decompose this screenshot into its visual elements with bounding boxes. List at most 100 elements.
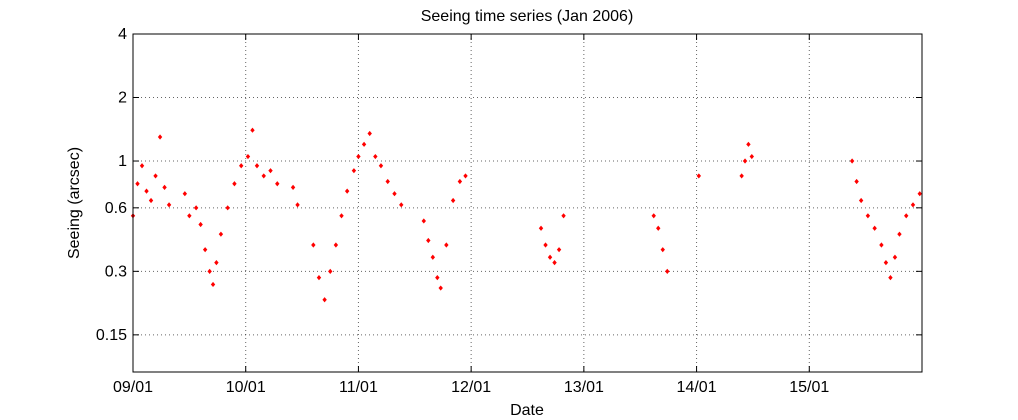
data-point [746, 141, 751, 147]
data-point [392, 191, 397, 197]
data-point [917, 191, 922, 197]
data-point [865, 213, 871, 219]
data-point [378, 163, 384, 169]
data-point [214, 260, 219, 266]
data-point [322, 297, 327, 303]
y-tick-label: 0.3 [105, 263, 127, 280]
data-point [157, 134, 163, 140]
data-point [290, 184, 296, 190]
data-point [854, 178, 859, 185]
data-point [430, 254, 436, 260]
data-point [268, 168, 273, 174]
data-point [328, 268, 333, 274]
data-point [660, 247, 665, 253]
data-point [153, 173, 158, 179]
data-point [651, 213, 656, 219]
data-point [218, 231, 224, 237]
data-point [888, 275, 893, 281]
data-point [361, 141, 367, 147]
y-tick-label: 2 [118, 90, 127, 107]
data-point [556, 247, 562, 253]
data-point [892, 254, 898, 260]
data-points [130, 127, 922, 303]
data-point [356, 153, 361, 160]
data-point [742, 158, 748, 164]
data-point [538, 225, 544, 231]
data-point [849, 158, 855, 164]
data-point [232, 181, 237, 187]
data-point [202, 247, 208, 253]
data-point [187, 213, 192, 219]
data-point [421, 218, 427, 224]
y-tick-label: 1 [118, 153, 127, 170]
data-point [547, 254, 553, 260]
data-point [450, 197, 456, 204]
data-point [333, 242, 339, 248]
data-point [399, 202, 404, 208]
y-axis-ticks: 0.15 0.3 0.6 1 2 4 [96, 26, 922, 344]
data-point [904, 213, 909, 219]
x-tick-label: 12/01 [451, 379, 491, 396]
data-point [182, 191, 188, 197]
data-point [910, 202, 916, 208]
grid-lines [133, 34, 922, 372]
data-point [426, 237, 431, 244]
data-point [463, 173, 468, 179]
x-tick-label: 13/01 [564, 379, 604, 396]
data-point [316, 275, 322, 281]
chart-title: Seeing time series (Jan 2006) [421, 8, 634, 25]
data-point [696, 173, 702, 179]
data-point [665, 268, 670, 274]
data-point [148, 197, 154, 204]
data-point [879, 242, 884, 248]
x-tick-label: 15/01 [789, 379, 829, 396]
x-tick-label: 10/01 [226, 379, 266, 396]
data-point [344, 188, 350, 194]
data-point [275, 181, 280, 187]
data-point [254, 163, 260, 169]
data-point [144, 188, 149, 194]
data-point [883, 260, 889, 266]
x-tick-label: 09/01 [113, 379, 153, 396]
data-point [250, 127, 255, 133]
y-tick-label: 0.6 [105, 200, 127, 217]
data-point [139, 163, 145, 169]
data-point [261, 173, 266, 179]
data-point [749, 153, 755, 160]
data-point [858, 197, 864, 204]
data-point [351, 168, 357, 174]
data-point [739, 173, 744, 179]
x-axis-title: Date [510, 402, 544, 419]
data-point [367, 130, 372, 137]
y-tick-label: 0.15 [96, 327, 127, 344]
data-point [552, 260, 557, 266]
x-tick-label: 11/01 [339, 379, 378, 396]
data-point [135, 181, 140, 187]
data-point [207, 268, 212, 274]
x-tick-label: 14/01 [677, 379, 717, 396]
data-point [435, 275, 440, 281]
y-tick-label: 4 [118, 26, 127, 43]
data-point [311, 242, 316, 248]
data-point [897, 231, 902, 237]
data-point [561, 213, 566, 219]
data-point [438, 285, 443, 291]
data-point [339, 213, 344, 219]
data-point [225, 205, 230, 211]
data-point [295, 202, 300, 208]
data-point [239, 163, 244, 169]
data-point [543, 242, 548, 248]
plot-frame [132, 33, 923, 373]
data-point [198, 221, 203, 228]
data-point [210, 281, 216, 288]
data-point [872, 225, 877, 231]
x-axis-ticks: 09/01 10/01 11/01 12/01 13/01 14/01 15/01 [113, 34, 829, 396]
data-point [193, 205, 199, 211]
data-point [373, 153, 378, 160]
data-point [457, 178, 463, 185]
data-point [245, 153, 251, 160]
data-point [162, 184, 167, 190]
data-point [166, 202, 172, 208]
data-point [656, 225, 661, 231]
